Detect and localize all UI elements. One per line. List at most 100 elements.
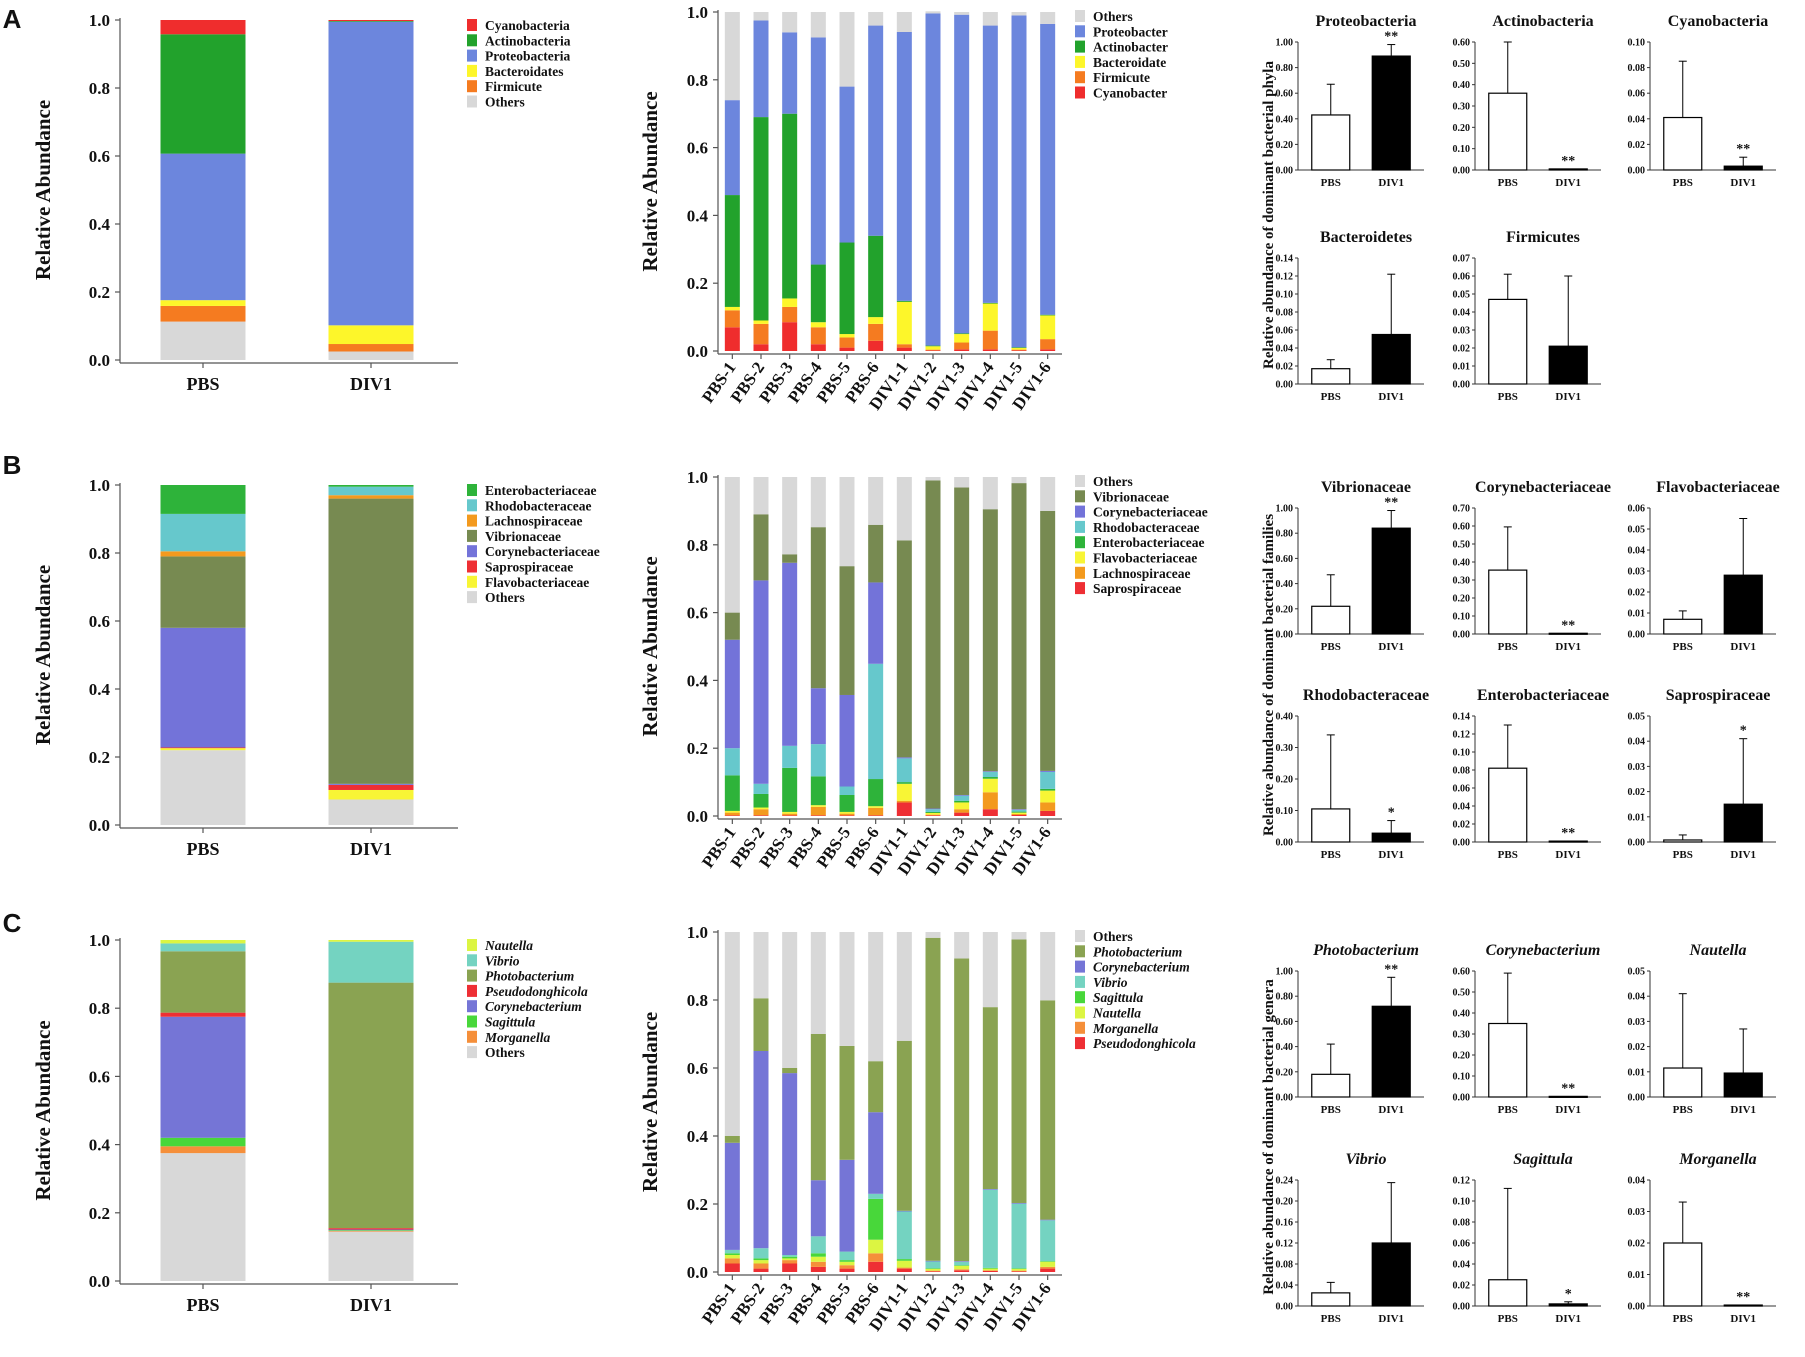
bar-segment-proteobacteria — [868, 25, 884, 236]
bar-segment-flavobacteriaceae — [839, 811, 855, 814]
bar-pbs — [1488, 1279, 1528, 1307]
y-tick-label: 0.40 — [1276, 712, 1294, 723]
y-tick-label: 0.14 — [1453, 712, 1471, 723]
bar-segment-actinobacteria — [925, 345, 941, 347]
legend-entry-corynebacteriaceae: Corynebacteriaceae — [1093, 505, 1208, 520]
bar-segment-enterobacteriaceae — [810, 776, 826, 806]
bar-segment-firmicute — [896, 344, 912, 348]
bar-segment-morganella — [160, 1146, 246, 1154]
y-tick-label: 0.06 — [1276, 326, 1294, 337]
bar-segment-bacteroidates — [753, 320, 769, 324]
bar-segment-enterobacteriaceae — [982, 777, 998, 779]
sig-chart-morganella: Morganella 0.00 0.01 0.02 0.03 0.04 PBS DIV1 ** — [1628, 1151, 1776, 1325]
legend-swatch — [1075, 960, 1085, 973]
sig-chart-actinobacteria: Actinobacteria 0.00 0.10 0.20 0.30 0.40 0.50 0.… — [1453, 13, 1601, 189]
bar-segment-others — [868, 477, 884, 525]
bar-div1 — [1548, 840, 1588, 843]
bar-segment-bacteroidates — [782, 298, 798, 307]
bar-segment-rhodobacteraceae — [782, 745, 798, 768]
bar-segment-saprospiraceae — [954, 812, 970, 816]
y-tick-label: 0.02 — [1628, 140, 1646, 151]
chart-title: Flavobacteriaceae — [1656, 479, 1780, 496]
legend-entry-bacteroidate: Bacteroidate — [1093, 55, 1166, 70]
chart-title: Sagittula — [1513, 1151, 1573, 1168]
y-tick-label: 0.01 — [1453, 362, 1471, 373]
significance-marker: * — [1388, 806, 1395, 821]
bar-segment-vibrionaceae — [868, 524, 884, 583]
significance-marker: * — [1740, 724, 1747, 739]
bar-segment-corynebacterium — [160, 1016, 246, 1138]
bar-segment-proteobacteria — [1040, 23, 1056, 315]
bar-segment-pseudodonghicola — [328, 1228, 414, 1230]
bar-segment-cyanobacteria — [1011, 350, 1027, 351]
bar-segment-proteobacteria — [896, 32, 912, 301]
bar-segment-firmicute — [925, 349, 941, 351]
y-tick-label: 0.0 — [687, 807, 708, 826]
legend-swatch — [1075, 505, 1085, 518]
bar-segment-morganella — [724, 1258, 740, 1264]
bar-segment-nautella — [782, 1258, 798, 1261]
stacked-chart-c-samples: Relative Abundance0.00.20.40.60.81.0PBS-… — [638, 923, 1196, 1334]
x-tick-label: DIV1 — [1730, 641, 1756, 653]
legend-swatch — [467, 1046, 477, 1059]
bar-segment-sagittula — [954, 1265, 970, 1266]
legend-entry-photobacterium: Photobacterium — [485, 969, 574, 984]
y-tick-label: 0.80 — [1276, 992, 1294, 1003]
bar-segment-nautella — [868, 1239, 884, 1254]
y-tick-label: 0.12 — [1453, 730, 1471, 741]
x-tick-label: PBS — [1498, 177, 1518, 189]
bar-pbs — [1311, 1073, 1351, 1098]
legend-entry-vibrionaceae: Vibrionaceae — [485, 529, 561, 544]
bar-segment-cyanobacteria — [839, 347, 855, 351]
x-tick-label: DIV1 — [1555, 1313, 1581, 1325]
bar-div1 — [1371, 832, 1411, 843]
y-tick-label: 0.10 — [1453, 144, 1471, 155]
bar-pbs — [1488, 92, 1528, 171]
y-tick-label: 0.2 — [89, 1204, 110, 1223]
y-axis-label: Relative Abundance — [31, 565, 55, 745]
bar-segment-photobacterium — [328, 982, 414, 1229]
bar-segment-enterobacteriaceae — [868, 779, 884, 807]
chart-title: Corynebacteriaceae — [1475, 479, 1611, 496]
y-tick-label: 0.04 — [1628, 546, 1646, 557]
y-tick-label: 0.40 — [1453, 80, 1471, 91]
bar-segment-proteobacteria — [328, 21, 414, 326]
x-tick-label: PBS — [1673, 641, 1693, 653]
y-tick-label: 0.70 — [1453, 504, 1471, 515]
legend-entry-saprospiraceae: Saprospiraceae — [1093, 581, 1181, 596]
bar-segment-bacteroidates — [724, 306, 740, 311]
bar-pbs — [1488, 1022, 1528, 1098]
y-tick-label: 0.02 — [1453, 1281, 1471, 1292]
bar-segment-others — [1040, 12, 1056, 24]
bar-pbs — [1311, 1292, 1351, 1307]
y-tick-label: 0.08 — [1453, 1218, 1471, 1229]
bar-segment-cyanobacteria — [896, 347, 912, 351]
bar-segment-enterobacteriaceae — [782, 767, 798, 812]
legend-entry-others: Others — [1093, 929, 1133, 944]
legend-swatch — [467, 34, 477, 47]
y-tick-label: 0.20 — [1276, 1067, 1294, 1078]
bar-segment-actinobacteria — [782, 113, 798, 299]
bar-segment-firmicute — [868, 323, 884, 341]
sig-chart-cyanobacteria: Cyanobacteria 0.00 0.02 0.04 0.06 0.08 0.10 PBS… — [1628, 13, 1776, 189]
y-tick-label: 0.00 — [1276, 1093, 1294, 1104]
y-tick-label: 0.04 — [1628, 114, 1646, 125]
bar-segment-enterobacteriaceae — [328, 485, 414, 487]
bar-segment-pseudodonghicola — [1011, 1271, 1027, 1272]
bar-segment-pseudodonghicola — [810, 1266, 826, 1272]
bar-segment-rhodobacteraceae — [1011, 809, 1027, 812]
legend-entry-nautella: Nautella — [484, 938, 533, 953]
bar-segment-actinobacteria — [839, 242, 855, 335]
bar-segment-firmicute — [753, 323, 769, 345]
bar-segment-pseudodonghicola — [782, 1263, 798, 1272]
y-tick-label: 0.00 — [1453, 630, 1471, 641]
significance-marker: ** — [1561, 826, 1575, 841]
bar-segment-lachnospiraceae — [160, 551, 246, 557]
chart-title: Firmicutes — [1506, 229, 1580, 246]
bar-segment-saprospiraceae — [810, 815, 826, 816]
legend-entry-firmicute: Firmicute — [485, 79, 542, 94]
bar-segment-actinobacteria — [868, 235, 884, 318]
bar-segment-proteobacteria — [954, 14, 970, 334]
y-tick-label: 0.50 — [1453, 988, 1471, 999]
bar-segment-lachnospiraceae — [982, 792, 998, 810]
